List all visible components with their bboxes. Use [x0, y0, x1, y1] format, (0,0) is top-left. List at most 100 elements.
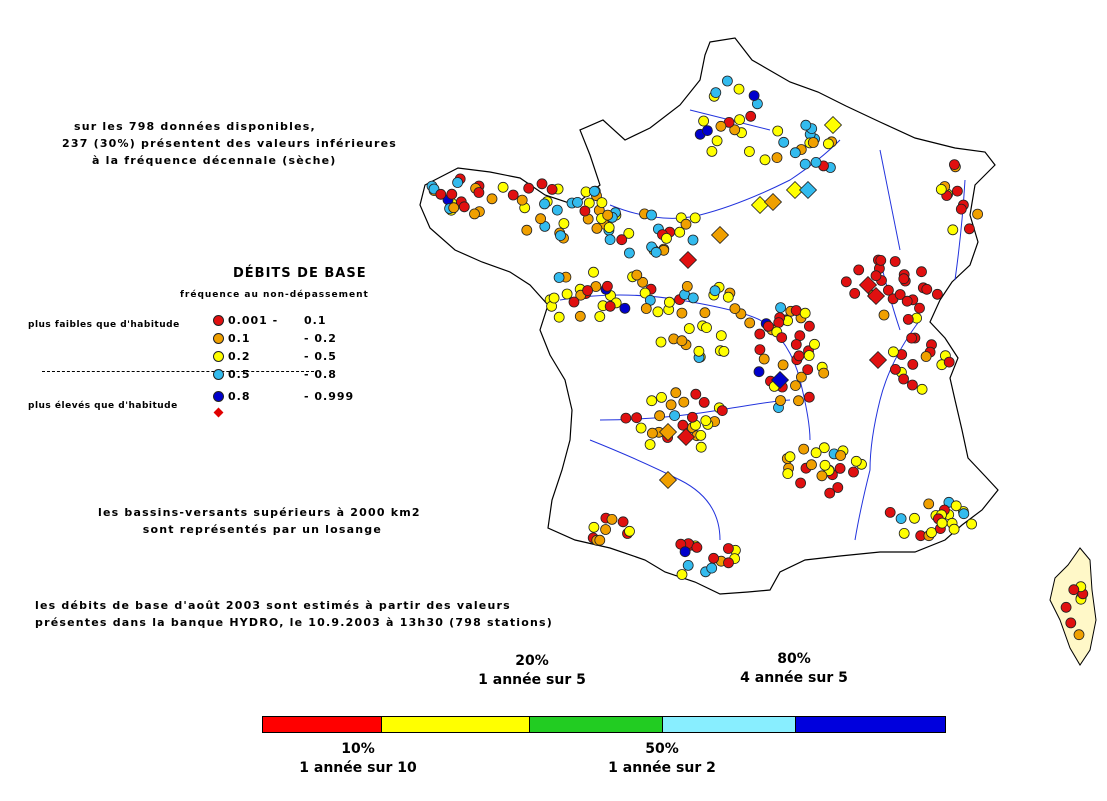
station-marker	[744, 146, 755, 157]
station-marker	[818, 442, 830, 454]
station-marker	[935, 183, 947, 195]
basin-diamond-marker	[658, 422, 678, 442]
stations-layer	[426, 75, 1089, 641]
station-marker	[890, 363, 901, 375]
station-marker	[602, 280, 613, 292]
station-marker	[806, 459, 817, 471]
station-marker	[715, 120, 727, 132]
bassins-line-2: sont représentés par un losange	[142, 523, 383, 536]
station-marker	[602, 209, 614, 221]
scale-segment-cyan	[663, 717, 796, 732]
station-marker	[603, 222, 615, 233]
river-rhone	[854, 319, 921, 541]
station-marker	[784, 451, 796, 463]
station-marker	[952, 185, 963, 197]
station-marker	[722, 75, 733, 87]
station-marker	[709, 285, 721, 297]
station-marker	[623, 227, 635, 239]
station-marker	[949, 159, 960, 171]
station-marker	[888, 346, 899, 358]
station-marker	[916, 266, 927, 278]
station-marker	[689, 212, 701, 224]
basin-diamond-marker	[678, 250, 698, 270]
station-marker	[799, 158, 811, 170]
station-marker	[799, 307, 811, 319]
station-marker	[771, 152, 783, 164]
station-marker	[775, 302, 786, 314]
station-marker	[546, 183, 558, 195]
scale-segment-yellow	[382, 717, 530, 732]
station-marker	[818, 367, 830, 379]
scale-segment-green	[530, 717, 663, 732]
station-marker	[898, 273, 910, 285]
station-marker	[758, 353, 770, 365]
station-marker	[551, 204, 563, 216]
station-marker	[772, 125, 784, 137]
station-marker	[964, 223, 975, 235]
station-marker	[790, 305, 802, 316]
station-marker	[665, 399, 677, 411]
station-marker	[916, 383, 928, 395]
station-marker	[594, 534, 606, 546]
station-marker	[803, 391, 815, 403]
station-marker	[682, 560, 694, 571]
station-marker	[909, 512, 920, 524]
river-loire	[559, 294, 811, 441]
legend-class-4-low: 0.5	[228, 367, 251, 381]
station-marker	[561, 288, 573, 300]
station-marker	[647, 427, 658, 439]
station-marker	[921, 283, 933, 295]
station-marker	[523, 182, 535, 194]
station-marker	[591, 222, 603, 234]
legend-class-5: 0.8 - 0.999	[213, 388, 354, 404]
station-marker	[687, 292, 699, 304]
station-marker	[723, 557, 734, 569]
station-marker	[589, 185, 600, 197]
station-marker	[926, 527, 937, 538]
basin-diamond-marker	[866, 286, 886, 306]
station-marker	[701, 322, 712, 334]
station-marker	[798, 443, 810, 455]
station-marker	[734, 114, 745, 125]
basin-diamond-marker	[798, 180, 818, 200]
basin-diamond-marker	[710, 225, 730, 245]
station-marker	[676, 335, 688, 347]
station-marker	[883, 284, 894, 296]
station-marker	[654, 410, 665, 422]
station-marker	[948, 523, 960, 535]
station-marker	[687, 234, 699, 246]
station-marker	[620, 412, 632, 424]
station-marker	[631, 269, 643, 281]
station-marker	[536, 178, 548, 190]
legend-subtitle: fréquence au non-dépassement	[180, 290, 369, 300]
station-marker	[832, 482, 844, 493]
station-marker	[800, 119, 812, 131]
station-marker	[693, 345, 705, 357]
legend-class-5-low: 0.8	[228, 389, 251, 403]
station-marker	[932, 288, 943, 300]
station-marker	[789, 147, 801, 159]
scale-label-10-pct: 10%	[341, 741, 375, 757]
legend-class-1-high: 0.1	[304, 313, 327, 327]
station-marker	[834, 462, 846, 474]
station-marker	[943, 356, 955, 368]
station-marker	[955, 203, 967, 215]
station-marker	[898, 373, 909, 385]
station-marker	[676, 569, 688, 580]
station-marker	[676, 307, 688, 319]
legend-class-4-high: - 0.8	[304, 367, 337, 381]
station-marker	[521, 224, 533, 236]
station-marker	[698, 115, 709, 127]
station-marker	[699, 307, 711, 319]
station-marker	[898, 528, 910, 539]
legend-class-2-low: 0.1	[228, 331, 251, 345]
station-marker	[790, 339, 802, 350]
scale-label-50: 50% 1 année sur 2	[562, 740, 762, 778]
station-marker	[588, 521, 600, 533]
source-line-2: présentes dans la banque HYDRO, le 10.9.…	[35, 616, 554, 629]
station-marker	[652, 306, 664, 318]
station-marker	[853, 264, 865, 276]
station-marker	[708, 552, 719, 564]
station-marker	[715, 330, 727, 342]
station-marker	[816, 470, 828, 482]
